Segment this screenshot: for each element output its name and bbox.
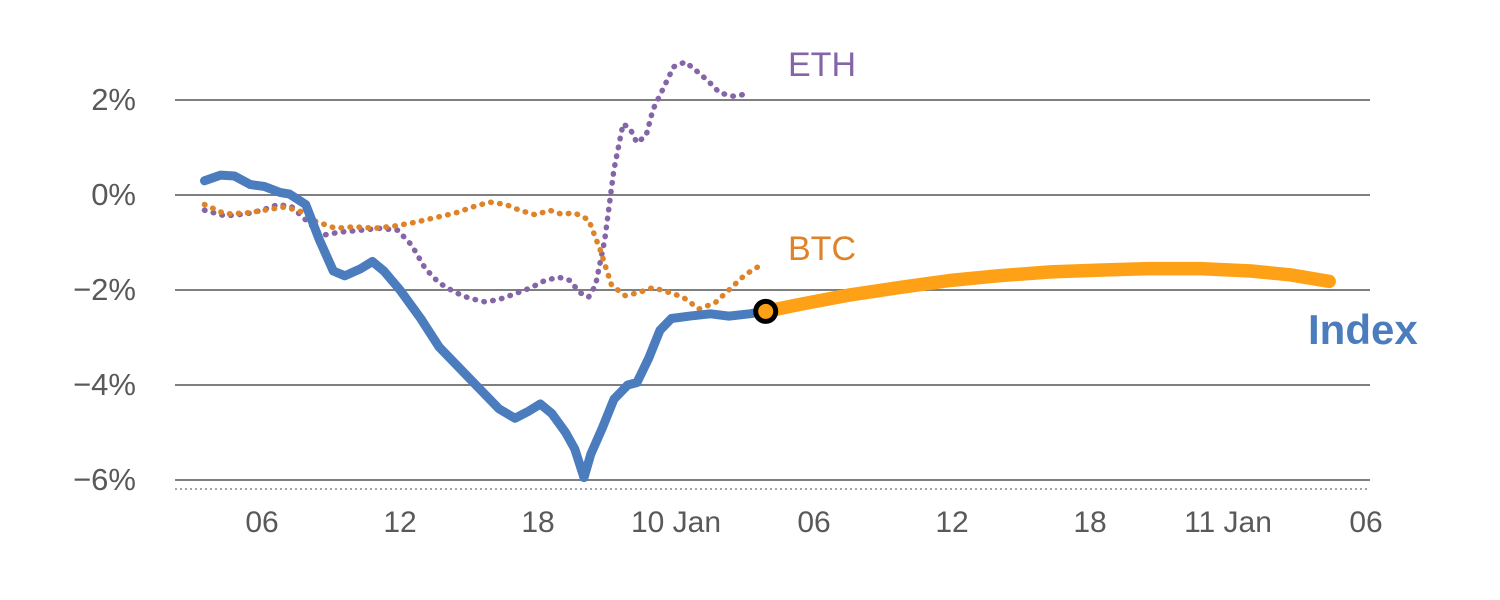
- btc-series-label: BTC: [788, 230, 856, 268]
- x-tick-label: 12: [383, 506, 417, 539]
- x-tick-label: 18: [1073, 506, 1107, 539]
- y-tick-label: 0%: [91, 177, 136, 212]
- series-line-index: [200, 170, 771, 483]
- x-tick-label: 10 Jan: [630, 506, 722, 539]
- projection-start-marker: [753, 298, 779, 324]
- x-tick-label: 06: [1349, 506, 1383, 539]
- x-tick-label: 12: [935, 506, 969, 539]
- y-tick-label: −6%: [73, 462, 136, 497]
- x-tick-label: 18: [521, 506, 555, 539]
- y-tick-label: −4%: [73, 367, 136, 402]
- x-tick-label: 11 Jan: [1184, 506, 1272, 539]
- x-tick-label: 06: [797, 506, 831, 539]
- eth-series-label: ETH: [788, 46, 856, 84]
- x-tick-label: 06: [245, 506, 279, 539]
- index-series-label: Index: [1308, 306, 1418, 353]
- series-line-index-projection: [758, 261, 1336, 319]
- series-line-eth: [201, 59, 748, 305]
- y-tick-label: 2%: [91, 82, 136, 117]
- y-tick-label: −2%: [73, 272, 136, 307]
- series-line-btc: [201, 199, 762, 312]
